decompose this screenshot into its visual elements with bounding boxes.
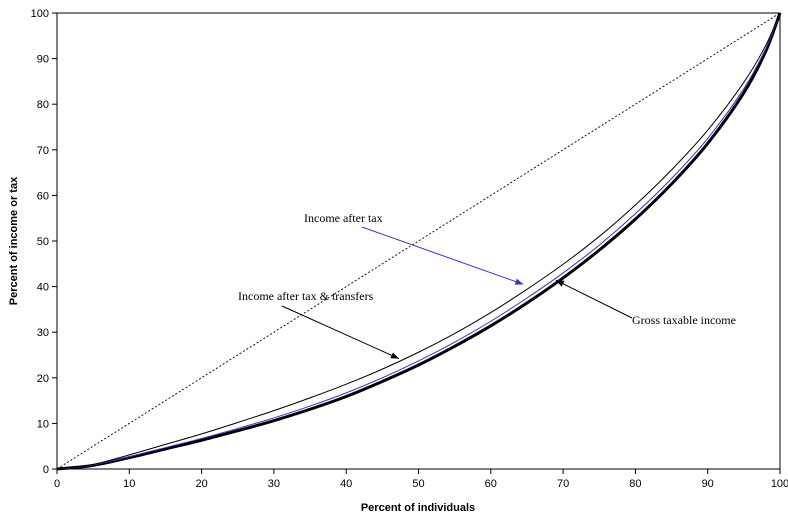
series-gross-taxable-income (56, 12, 782, 471)
series-layer (56, 12, 782, 471)
annotation-label: Income after tax & transfers (238, 289, 374, 303)
series-income-after-tax (56, 12, 781, 470)
annotation-arrowhead (390, 352, 399, 359)
x-tick-label: 80 (629, 478, 641, 490)
y-tick-label: 50 (37, 236, 49, 248)
x-tick-label: 0 (54, 478, 60, 490)
x-axis-title: Percent of individuals (361, 502, 475, 514)
y-tick-label: 70 (37, 145, 49, 157)
annotation-income-after-tax: Income after tax (304, 211, 524, 285)
annotation-layer: Income after tax Income after tax & trans… (238, 211, 736, 360)
annotation-gross-taxable-income: Gross taxable income (555, 279, 736, 327)
x-tick-label: 30 (268, 478, 280, 490)
annotation-label: Gross taxable income (632, 313, 736, 327)
y-tick-label: 0 (43, 464, 49, 476)
annotation-arrowhead (555, 280, 565, 287)
annotation-label: Income after tax (304, 211, 383, 225)
y-tick-label: 40 (37, 282, 49, 294)
y-tick-label: 20 (37, 373, 49, 385)
x-tick-label: 50 (412, 478, 424, 490)
equality-line (56, 12, 781, 470)
x-axis: 0 10 20 30 40 50 60 70 80 90 100 (54, 469, 788, 490)
y-axis: 0 10 20 30 40 50 60 70 80 90 100 (31, 8, 57, 476)
y-axis-title: Percent of income or tax (8, 176, 20, 305)
y-tick-label: 100 (31, 8, 49, 20)
x-tick-label: 60 (485, 478, 497, 490)
y-tick-label: 60 (37, 190, 49, 202)
y-tick-label: 80 (37, 99, 49, 111)
annotation-leader-line (555, 279, 633, 319)
annotation-leader-line (361, 226, 524, 285)
x-tick-label: 100 (771, 478, 788, 490)
x-tick-label: 40 (340, 478, 352, 490)
series-income-after-tax-transfers (56, 12, 781, 470)
x-tick-label: 20 (195, 478, 207, 490)
y-tick-label: 10 (37, 418, 49, 430)
x-tick-label: 90 (702, 478, 714, 490)
y-tick-label: 90 (37, 54, 49, 66)
y-tick-label: 30 (37, 327, 49, 339)
annotation-leader-line (281, 305, 400, 360)
x-tick-label: 10 (123, 478, 135, 490)
annotation-arrowhead (514, 278, 524, 285)
annotation-income-after-tax-transfers: Income after tax & transfers (238, 289, 400, 360)
x-tick-label: 70 (557, 478, 569, 490)
